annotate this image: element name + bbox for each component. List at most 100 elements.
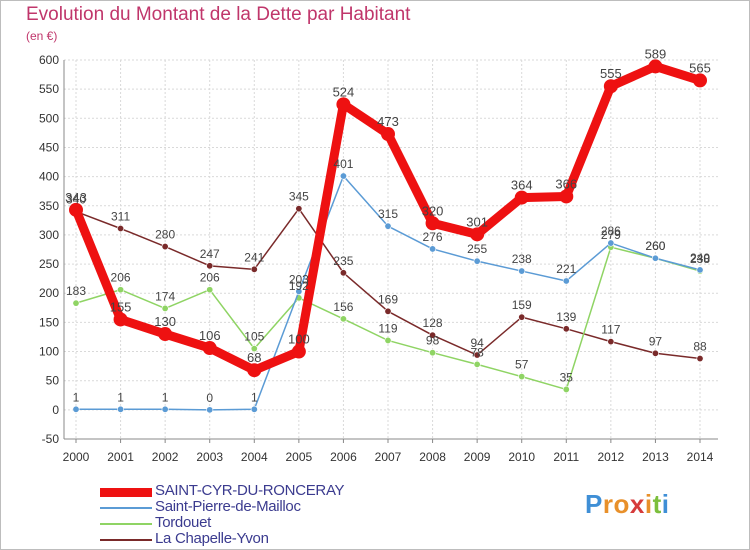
legend-label: La Chapelle-Yvon [155,530,269,547]
data-point [113,312,128,327]
data-label: 117 [601,323,620,337]
data-point [384,222,392,230]
data-point [336,97,351,112]
data-label: 276 [423,230,443,244]
legend-label: Saint-Pierre-de-Mailloc [155,498,301,515]
data-label: 260 [645,239,665,253]
data-label: 155 [110,299,132,314]
data-label: 119 [378,321,397,335]
data-point [206,406,214,414]
data-label: 156 [333,300,353,314]
data-label: 524 [333,84,355,99]
data-label: 1 [162,390,169,404]
data-point [473,360,481,368]
data-point [295,287,303,295]
data-label: 315 [378,207,398,221]
data-point [429,245,437,253]
data-label: 169 [378,292,398,306]
logo-letter: i [661,489,670,519]
data-label: 247 [200,247,220,261]
data-label: 401 [333,157,353,171]
y-tick-label: 50 [46,374,60,388]
data-label: 78 [470,345,484,359]
data-point [562,325,570,333]
logo-letter: r [602,489,614,519]
data-point [603,79,618,94]
data-label: 280 [155,228,175,242]
data-point [425,216,440,231]
data-label: 240 [690,251,710,265]
data-point [607,338,615,346]
data-point [651,349,659,357]
logo-letter: o [613,489,630,519]
x-tick-label: 2001 [107,450,134,464]
data-label: 97 [649,334,663,348]
data-point [518,267,526,275]
y-tick-label: 100 [39,345,59,359]
data-label: 100 [288,332,310,347]
data-label: 311 [111,210,130,224]
data-label: 340 [66,193,86,207]
data-point [518,313,526,321]
data-point [381,127,395,142]
data-point [158,327,173,342]
data-point [562,277,570,285]
data-label: 57 [515,358,529,372]
y-tick-label: 600 [39,53,59,67]
legend-swatch [100,507,152,509]
data-label: 565 [689,60,711,75]
data-point [206,286,214,294]
data-point [473,257,481,265]
data-point [117,286,125,294]
data-point [250,405,258,413]
x-tick-label: 2002 [152,450,179,464]
data-point [473,351,481,359]
data-point [429,331,437,339]
data-point [250,265,258,273]
data-point [470,227,485,242]
legend-swatch [100,539,152,541]
data-label: 128 [423,316,443,330]
chart-title: Evolution du Montant de la Dette par Hab… [26,4,411,25]
data-point [384,307,392,315]
data-label: 260 [645,239,665,253]
data-point [384,336,392,344]
y-tick-label: 450 [39,140,59,154]
data-point [72,299,80,307]
legend-swatch [100,523,152,525]
data-point [693,73,707,88]
data-point [339,172,347,180]
x-tick-label: 2011 [553,450,579,464]
data-label: 98 [426,334,440,348]
y-tick-label: 350 [39,199,59,213]
y-tick-label: 550 [39,82,59,96]
y-tick-label: 250 [39,257,59,271]
data-label: 68 [247,350,261,365]
y-tick-label: 200 [39,286,59,300]
data-point [291,344,306,359]
data-point [514,190,529,205]
data-label: 0 [206,391,213,405]
data-label: 105 [244,330,264,344]
data-point [607,239,615,247]
data-label: 1 [117,390,124,404]
data-point [161,243,169,251]
x-tick-label: 2009 [464,450,491,464]
logo-letter: i [644,489,653,519]
data-label: 203 [289,272,309,286]
y-tick-label: 0 [52,403,59,417]
data-label: 1 [251,390,258,404]
data-label: 286 [601,224,621,238]
logo-letter: x [629,489,645,519]
x-tick-label: 2007 [375,450,402,464]
data-label: 183 [66,284,86,298]
data-point [72,405,80,413]
data-label: 1 [73,390,80,404]
x-tick-label: 2012 [598,450,625,464]
data-point [295,205,303,213]
x-tick-label: 2008 [419,450,446,464]
logo-letter: t [652,489,662,519]
data-label: 206 [200,271,220,285]
data-label: 159 [512,298,532,312]
